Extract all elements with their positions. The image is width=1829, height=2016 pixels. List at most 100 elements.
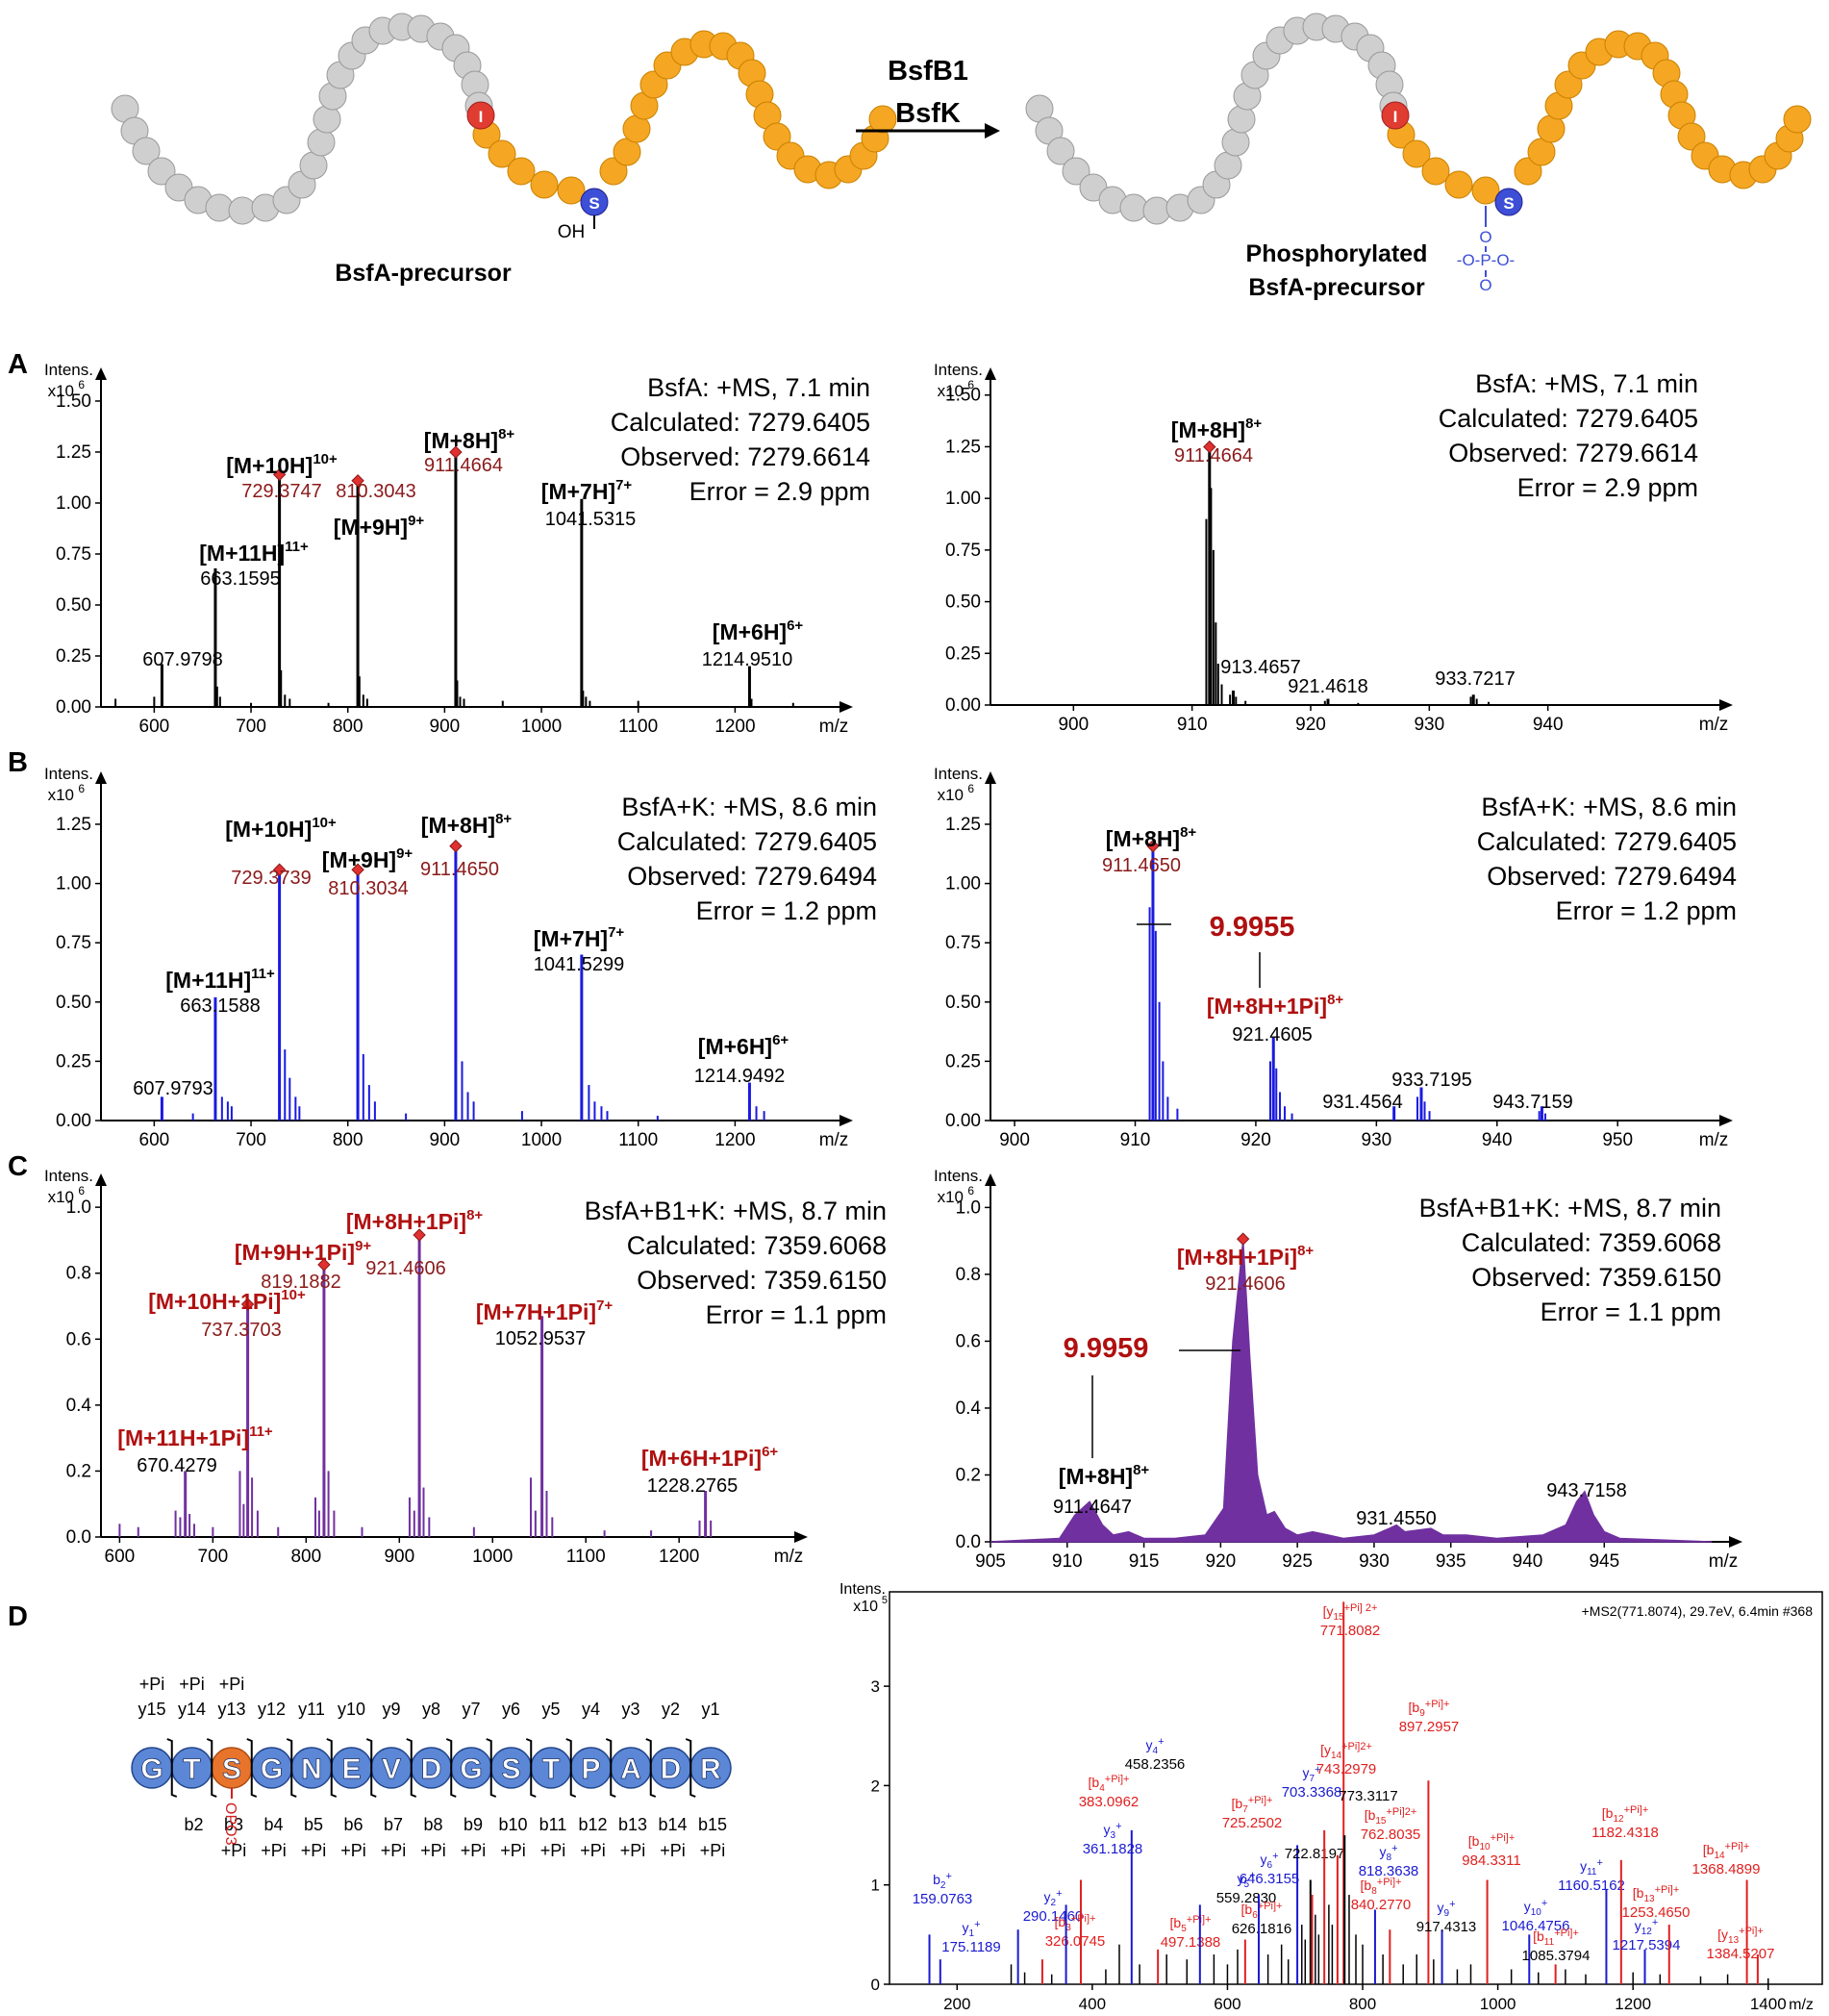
fragment-ion-name: [b11+Pi]+	[1533, 1928, 1579, 1948]
peak-ion-label: [M+7H]7+	[541, 477, 633, 504]
fragment-ion-name: y1+	[963, 1919, 981, 1939]
x-axis-arrow	[794, 1531, 808, 1543]
fragment-ion-name: y2+	[1044, 1888, 1063, 1908]
fragment-ion-name: y4+	[1146, 1736, 1165, 1756]
orange-bead	[1783, 105, 1812, 134]
peak-mass-label: 921.4618	[1288, 676, 1367, 697]
fragment-sup: +	[1056, 1888, 1062, 1900]
grey-bead	[205, 193, 234, 222]
peak-charge: 7+	[615, 477, 632, 493]
cleavage-mark	[206, 1738, 217, 1798]
cleavage-mark	[246, 1738, 258, 1798]
peak-ion-label: [M+6H]6+	[713, 617, 804, 644]
fragment-sub: 15	[1375, 1816, 1387, 1827]
peak-charge: 11+	[249, 1424, 273, 1440]
y-tick-label: 0.0	[66, 1527, 91, 1548]
peak-mass-label: 921.4606	[1205, 1273, 1285, 1295]
x-tick-label: 700	[198, 1547, 229, 1567]
peak-mass-label: 921.4606	[365, 1258, 445, 1279]
cleavage-mark	[326, 1738, 338, 1798]
x-tick-label: 930	[1362, 1130, 1392, 1150]
peak-marker	[272, 467, 287, 482]
fragment-mass: 175.1189	[941, 1939, 1000, 1955]
x-tick-label: 920	[1240, 1130, 1271, 1150]
peak-charge: 6+	[772, 1032, 789, 1048]
b-ion-label: b2	[184, 1815, 203, 1834]
fragment-mass: 1217.5394	[1613, 1937, 1681, 1953]
info-line-2: Observed: 7279.6494	[627, 862, 877, 891]
panel-letter-c: C	[8, 1151, 28, 1182]
fragment-sup: +Pi]+	[1554, 1928, 1579, 1939]
chart-c-left: 600 700 800 900 1000 1100 1200 0.0 0.2 0.4 0.6 0.8 1…	[44, 1167, 887, 1567]
x-tick-label: 930	[1414, 715, 1444, 735]
phosphate-o-bottom: O	[1479, 276, 1491, 294]
x-axis-arrow	[839, 701, 853, 713]
b-ion-pi: +Pi	[700, 1841, 726, 1860]
peak-ion-label: [M+11H]11+	[165, 966, 275, 993]
peak-charge: 8+	[495, 811, 512, 827]
fragment-mass: 722.8197	[1285, 1846, 1345, 1862]
b-ion-label: b3	[224, 1815, 243, 1834]
fragment-mass: 159.0763	[913, 1891, 973, 1907]
y-tick-label: 1.50	[56, 391, 91, 412]
x-tick-label: 1200	[1615, 1995, 1651, 2013]
y-axis-label: Intens.	[44, 765, 93, 783]
fragment-ion-name: [b10+Pi]+	[1468, 1832, 1516, 1852]
y-axis-arrow	[95, 771, 107, 784]
y-tick-label: 0.25	[56, 646, 91, 667]
peak-mass-label: 819.1882	[261, 1272, 340, 1293]
y-tick-label: 1.25	[945, 437, 981, 457]
peak-mass-label: 913.4657	[1220, 657, 1300, 678]
fragment-sup: +Pi]+	[1624, 1804, 1649, 1816]
fragment-sub: 5	[1244, 1879, 1250, 1890]
y-tick-label: 0.8	[956, 1265, 981, 1285]
peak-ion-label: [M+11H]11+	[199, 539, 309, 566]
fragment-sub: 7	[1310, 1774, 1315, 1784]
cleavage-mark	[286, 1738, 297, 1798]
b-ion-pi: +Pi	[461, 1841, 487, 1860]
fragment-ion-name: [b14+Pi]+	[1703, 1841, 1750, 1861]
peak-charge: 10+	[312, 815, 337, 831]
x-axis-label: m/z	[1699, 1130, 1729, 1150]
fragment-ion-name: [b6+Pi]+	[1241, 1901, 1283, 1921]
fragment-sup: +	[1315, 1764, 1320, 1776]
fragment-sup: +	[945, 1871, 951, 1882]
fragment-mass: 1046.4756	[1502, 1918, 1570, 1934]
fragment-mass: 1160.5162	[1558, 1877, 1625, 1894]
peak-marker	[1236, 1232, 1250, 1246]
y-exponent: x10	[938, 786, 964, 804]
y-tick-label: 0.6	[66, 1329, 91, 1349]
chart-a-right: 900 910 920 930 940 0.00 0.25 0.50 0.75 1.00 1.25 1…	[934, 361, 1733, 735]
fragment-sub: 2	[1051, 1898, 1057, 1908]
y-axis-label: Intens.	[934, 765, 983, 783]
b-ion-label: b10	[498, 1815, 527, 1834]
peak-charge: 8+	[1180, 824, 1196, 841]
fragment-sup: +Pi]+	[1248, 1795, 1273, 1806]
fragment-sub: 5	[1181, 1924, 1187, 1934]
y-tick-label: 0.75	[945, 541, 981, 561]
fragment-mass: 703.3368	[1282, 1784, 1342, 1801]
info-line-0: BsfA: +MS, 7.1 min	[1475, 369, 1698, 398]
serine-label: S	[589, 194, 599, 213]
enzyme1-label: BsfB1	[888, 56, 968, 87]
peak-ion-label: [M+7H]7+	[534, 924, 625, 951]
peak-mass-label: 921.4605	[1232, 1024, 1312, 1046]
y-ion-label: y8	[422, 1700, 440, 1719]
fragment-sup: +	[1652, 1917, 1658, 1928]
peak-mass-label: 931.4550	[1356, 1508, 1436, 1529]
fragment-ion-name: [b12+Pi]+	[1602, 1804, 1649, 1825]
orange-bead	[599, 157, 628, 186]
fragment-mass: 743.2979	[1316, 1761, 1377, 1777]
x-tick-label: 1200	[714, 717, 755, 737]
residue-letter: S	[222, 1753, 241, 1785]
orange-bead	[1471, 176, 1500, 205]
residue-letter: V	[382, 1753, 401, 1785]
peak-mass-label: 931.4564	[1322, 1092, 1402, 1113]
fragment-sub: 9	[1444, 1908, 1450, 1919]
chart-b-left: 600 700 800 900 1000 1100 1200 0.00 0.25 0.50 0.75…	[44, 765, 877, 1150]
y-ion-pi: +Pi	[219, 1675, 245, 1694]
y-exponent-sup: 6	[967, 782, 974, 795]
isoleucine-label: I	[479, 108, 484, 126]
fragment-mass: 458.2356	[1125, 1756, 1186, 1773]
x-tick-label: 800	[333, 1130, 363, 1150]
